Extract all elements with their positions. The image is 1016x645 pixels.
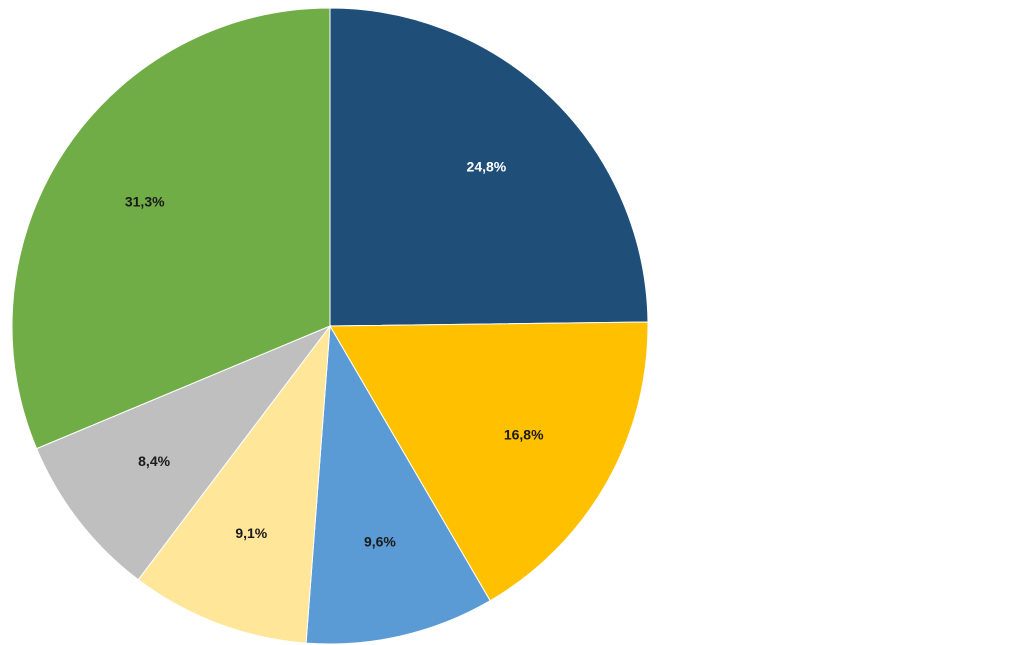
pie-slice-dzial-zwiaz-z-obsluga-rynku-nieruch xyxy=(137,324,331,644)
pie-slice-handel-hurtowy-i-detaliczny xyxy=(329,321,649,602)
pie-slice-pozostale xyxy=(11,7,331,450)
pie-slice-budownictwo xyxy=(305,324,491,645)
pie-slice-przetworstwo-przemyslowe xyxy=(329,7,649,327)
data-label-handel-hurtowy-i-detaliczny: 16,8% xyxy=(504,426,544,442)
data-label-dzial-zwiaz-z-obsluga-rynku-nieruch: 9,1% xyxy=(235,525,267,541)
data-label-przetworstwo-przemyslowe: 24,8% xyxy=(467,158,507,174)
data-label-pozostale: 31,3% xyxy=(125,193,165,209)
data-label-wytwarzanie-i-zaopatrywanie-w-energie: 8,4% xyxy=(138,453,170,469)
pie-chart: 24,8% 16,8% 9,6% 9,1% 8,4% 31,3% xyxy=(11,7,649,645)
pie-slice-wytwarzanie-i-zaopatrywanie-w-energie xyxy=(35,324,332,581)
data-label-budownictwo: 9,6% xyxy=(364,534,396,550)
